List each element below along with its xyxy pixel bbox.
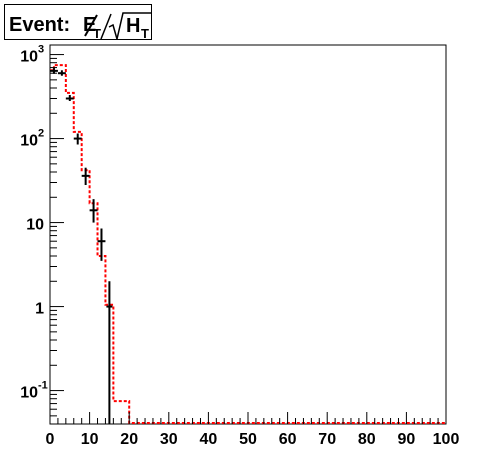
title-numerator-sub: T — [93, 26, 101, 41]
chart-title: Event: E T H T — [9, 12, 151, 41]
y-tick-label: 10 3 — [20, 44, 44, 66]
x-tick-label: 50 — [239, 431, 257, 448]
data-point — [97, 228, 106, 261]
x-tick-label: 40 — [200, 431, 218, 448]
title-numerator: E — [83, 14, 96, 36]
fraction-slash-icon — [100, 13, 112, 40]
y-tick-label: 1 — [35, 301, 44, 318]
y-tick-exponent: 3 — [38, 44, 44, 56]
title-denominator-sub: T — [141, 26, 149, 41]
mc-histogram-line — [50, 64, 446, 424]
y-tick-exponent: 2 — [38, 128, 44, 140]
x-tick-label: 0 — [46, 431, 55, 448]
y-tick-base: 10 — [26, 217, 44, 234]
data-point — [57, 70, 66, 76]
missing-energy-slash-icon — [84, 14, 98, 37]
y-tick-base: 1 — [35, 301, 44, 318]
y-tick-label: 10 2 — [20, 128, 44, 150]
title-prefix: Event: — [9, 14, 70, 36]
y-tick-base: 10 — [20, 133, 38, 150]
y-tick-base: 10 — [20, 385, 38, 402]
sqrt-radical-icon — [108, 12, 151, 40]
data-point — [81, 167, 90, 186]
x-tick-label: 100 — [433, 431, 460, 448]
y-tick-label: 10 — [26, 217, 44, 234]
data-point — [65, 95, 74, 102]
x-tick-label: 80 — [358, 431, 376, 448]
data-point — [106, 281, 113, 424]
y-tick-exponent: -1 — [38, 380, 48, 392]
data-point — [89, 199, 98, 223]
y-tick-label: 10 -1 — [20, 380, 48, 402]
x-tick-label: 90 — [398, 431, 416, 448]
x-tick-label: 30 — [160, 431, 178, 448]
x-tick-label: 60 — [279, 431, 297, 448]
x-tick-label: 10 — [81, 431, 99, 448]
x-tick-label: 70 — [318, 431, 336, 448]
x-tick-label: 20 — [120, 431, 138, 448]
y-tick-base: 10 — [20, 49, 38, 66]
title-denominator: H — [126, 15, 140, 37]
data-point — [73, 133, 82, 145]
chart-title-box: Event: E T H T — [4, 4, 152, 41]
